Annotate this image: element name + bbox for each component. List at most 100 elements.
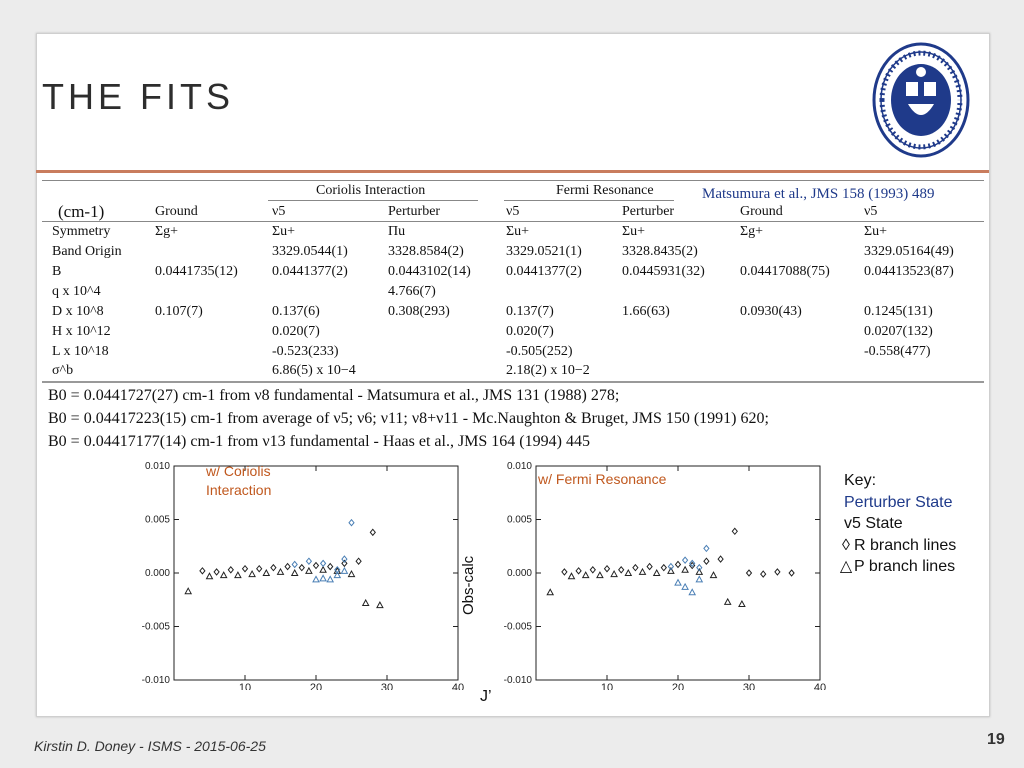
table-cell: Πu <box>388 224 406 239</box>
y-tick-label: -0.005 <box>142 622 171 633</box>
data-point-triangle <box>262 568 271 576</box>
data-point-diamond <box>199 567 206 575</box>
data-point-triangle <box>276 567 285 575</box>
y-tick-label: 0.005 <box>507 515 532 526</box>
key-title: Key: <box>844 472 877 489</box>
table-cell: Σu+ <box>864 224 888 239</box>
data-point-triangle <box>333 571 342 579</box>
row-label: Band Origin <box>52 244 122 259</box>
data-point-triangle <box>667 566 675 574</box>
data-point-triangle <box>205 572 214 580</box>
table-cell: -0.558(477) <box>864 344 931 359</box>
y-tick-label: 0.000 <box>507 568 532 579</box>
col-header: ν5 <box>506 204 520 219</box>
x-tick-label: 30 <box>743 682 755 690</box>
data-point-diamond <box>312 561 320 570</box>
data-point-triangle <box>738 599 746 608</box>
table-cell: 0.137(7) <box>506 304 554 319</box>
table-cell: 0.0441377(2) <box>506 264 582 279</box>
table-cell: 0.0445931(32) <box>622 264 705 279</box>
data-point-triangle <box>184 587 193 595</box>
table-cell: Σg+ <box>155 224 179 239</box>
table-cell: 6.86(5) x 10−4 <box>272 363 356 378</box>
footer-author: Kirstin D. Doney - ISMS - 2015-06-25 <box>34 738 266 754</box>
y-tick-label: 0.000 <box>145 568 170 579</box>
data-point-diamond <box>213 568 220 576</box>
table-cell: Σg+ <box>740 224 764 239</box>
data-point-diamond <box>660 563 667 572</box>
data-point-triangle <box>681 582 689 590</box>
row-label: σ^b <box>52 363 74 378</box>
y-tick-label: 0.010 <box>507 461 532 472</box>
x-tick-label: 30 <box>381 682 393 690</box>
data-point-triangle <box>681 565 689 573</box>
table-cell: 0.020(7) <box>272 324 320 339</box>
data-point-diamond <box>689 561 696 570</box>
table-cell: Σu+ <box>272 224 296 239</box>
data-point-triangle <box>638 567 647 575</box>
row-label: q x 10^4 <box>52 284 101 299</box>
table-cell: 3329.0544(1) <box>272 244 348 259</box>
table-cell: 0.0443102(14) <box>388 264 471 279</box>
data-point-triangle <box>652 568 661 576</box>
data-point-diamond <box>369 528 376 537</box>
row-label: H x 10^12 <box>52 324 111 339</box>
data-point-diamond <box>646 562 653 571</box>
data-point-diamond <box>341 559 348 568</box>
table-cell: -0.523(233) <box>272 344 339 359</box>
group-underline <box>268 200 478 201</box>
data-point-triangle <box>340 566 349 574</box>
data-point-diamond <box>341 555 348 563</box>
y-tick-label: -0.005 <box>504 622 533 633</box>
data-point-diamond <box>298 563 305 572</box>
data-point-triangle <box>319 565 327 573</box>
col-header: ν5 <box>272 204 286 219</box>
col-header: ν5 <box>864 204 878 219</box>
accent-rule <box>36 170 989 173</box>
group-header-coriolis: Coriolis Interaction <box>316 183 426 198</box>
data-point-triangle <box>581 571 590 579</box>
university-seal-icon <box>872 42 970 158</box>
diamond-icon: ◊ <box>842 536 850 554</box>
triangle-icon: △ <box>839 558 853 575</box>
data-point-triangle <box>624 568 633 576</box>
table-cell: 0.04413523(87) <box>864 264 954 279</box>
coriolis-plot-label: w/ Coriolis Interaction <box>206 463 272 498</box>
plot-frame <box>535 465 821 681</box>
x-tick-label: 20 <box>672 682 684 690</box>
table-cell: -0.505(252) <box>506 344 573 359</box>
data-point-diamond <box>760 570 767 578</box>
table-cell: 0.0441735(12) <box>155 264 238 279</box>
data-point-diamond <box>227 566 234 574</box>
y-axis-label: Obs-calc <box>460 555 477 615</box>
group-underline <box>504 200 674 201</box>
unit-label: (cm-1) <box>58 202 105 221</box>
data-point-diamond <box>561 568 568 576</box>
data-point-diamond <box>305 557 313 566</box>
data-point-diamond <box>589 566 596 574</box>
data-point-triangle <box>688 588 697 596</box>
data-point-diamond <box>774 568 781 576</box>
data-point-triangle <box>347 570 356 578</box>
table-cell: 3328.8584(2) <box>388 244 464 259</box>
x-tick-label: 40 <box>452 682 464 690</box>
data-point-triangle <box>709 571 718 579</box>
data-point-triangle <box>319 574 327 582</box>
table-cell: 0.020(7) <box>506 324 554 339</box>
row-label: L x 10^18 <box>52 344 109 359</box>
coriolis-residual-plot: 0.010 0.005 0.000 -0.005 -0.010 10 20 30 40 <box>128 460 468 690</box>
row-label: B <box>52 264 62 279</box>
data-point-diamond <box>703 544 710 553</box>
data-point-triangle <box>361 598 370 606</box>
x-tick-label: 40 <box>814 682 826 690</box>
table-cell: 3328.8435(2) <box>622 244 698 259</box>
y-tick-label: 0.005 <box>145 515 170 526</box>
table-cell: 4.766(7) <box>388 284 436 299</box>
data-point-diamond <box>731 527 738 536</box>
x-axis-label: J’ <box>480 688 492 705</box>
data-point-diamond <box>689 559 696 568</box>
data-point-triangle <box>567 572 576 580</box>
data-point-diamond <box>696 563 703 572</box>
data-point-triangle <box>546 588 555 596</box>
data-point-triangle <box>234 571 242 579</box>
